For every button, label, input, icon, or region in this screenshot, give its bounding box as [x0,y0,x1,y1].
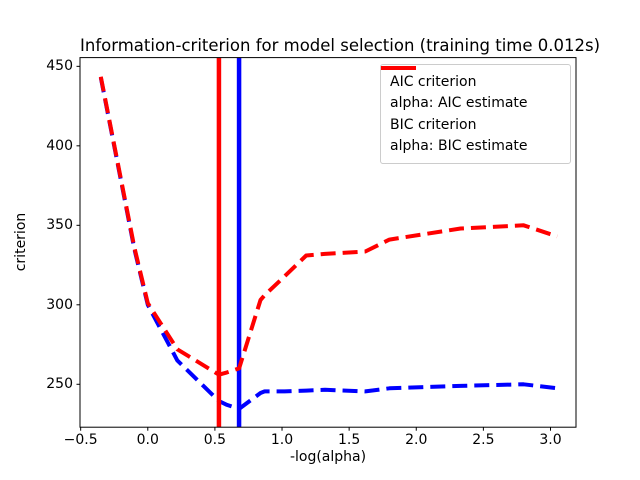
legend-item-bic-criterion: BIC criterion [381,66,561,136]
axes-frame [79,57,577,428]
x-tick-label: −0.5 [63,432,98,448]
legend: AIC criterion alpha: AIC estimate BIC crit… [380,64,571,164]
legend-item-alpha-aic-estimate: alpha: AIC estimate [381,66,561,115]
legend-label-alpha-aic-estimate: alpha: AIC estimate [390,95,528,112]
x-tick-label: 2.5 [472,432,495,448]
y-tick-label: 450 [46,58,73,75]
bic-criterion-curve [98,76,558,377]
legend-label-alpha-bic-estimate: alpha: BIC estimate [390,138,528,155]
legend-label-aic-criterion: AIC criterion [390,73,477,90]
x-axis-label: -log(alpha) [289,449,367,465]
legend-item-alpha-bic-estimate: alpha: BIC estimate [381,66,561,158]
x-tick-label: 1.5 [338,432,361,448]
y-tick-label: 250 [46,376,73,393]
x-tick-label: 0.0 [136,432,159,448]
x-tick-label: 1.0 [270,432,294,448]
legend-label-bic-criterion: BIC criterion [390,116,477,133]
y-tick-label: 350 [46,217,73,234]
y-tick-label: 400 [46,137,73,154]
x-tick-label: 2.0 [405,432,428,448]
x-tick-label: 0.5 [203,432,227,448]
legend-item-aic-criterion: AIC criterion [381,66,561,93]
y-axis-label: criterion [13,212,29,272]
chart-title: Information-criterion for model selectio… [80,36,601,55]
x-tick-label: 3.0 [539,432,562,448]
aic-criterion-curve [98,77,558,411]
y-tick-label: 300 [46,296,73,313]
alpha-bic-estimate-legend-sample [381,66,416,70]
